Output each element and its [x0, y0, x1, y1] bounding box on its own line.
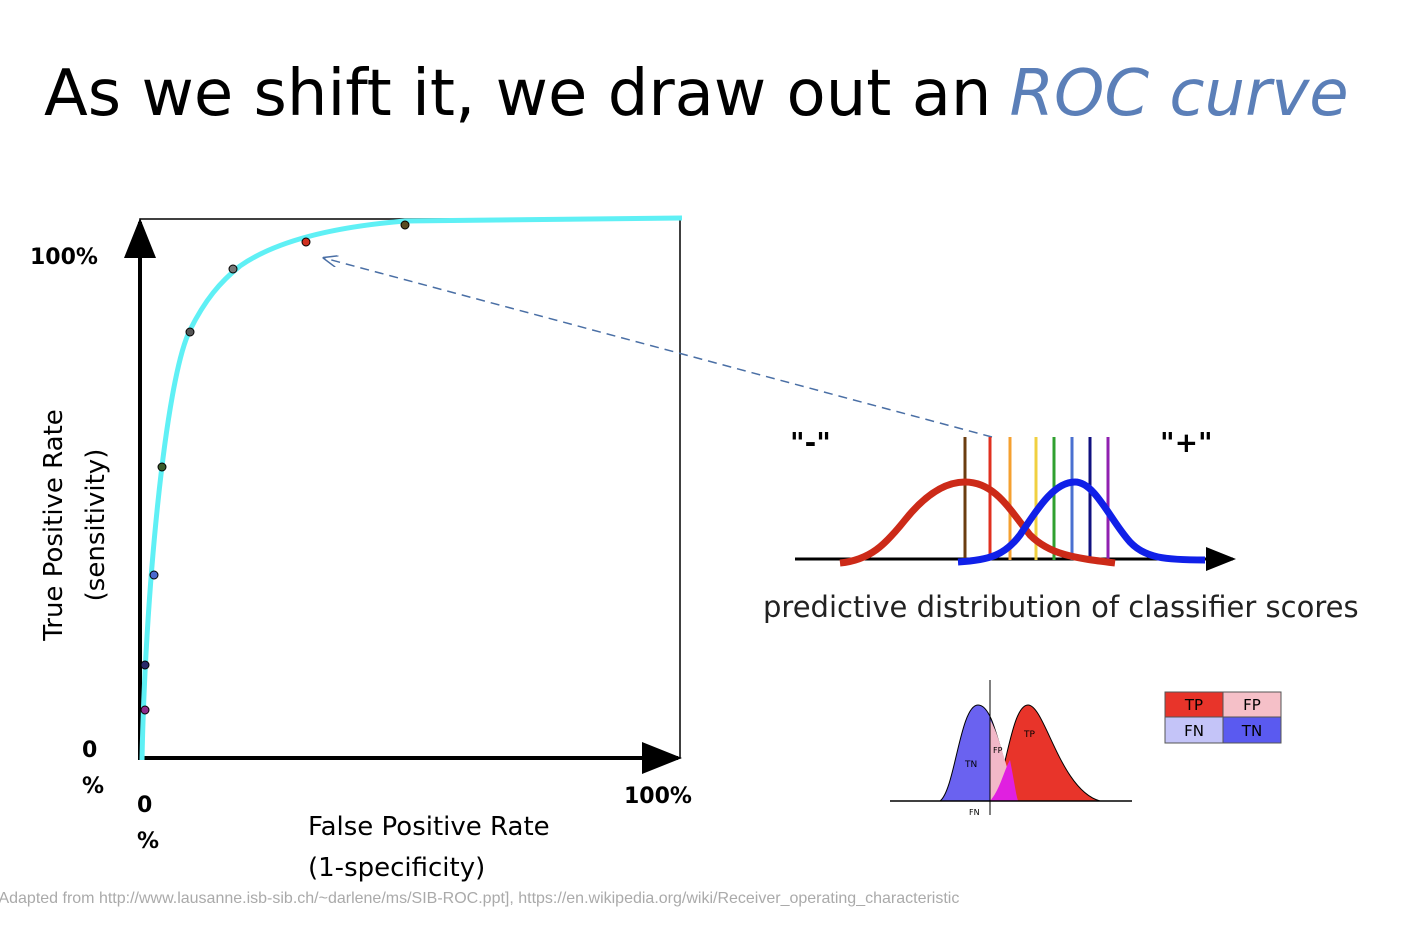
roc-point	[140, 705, 150, 715]
table-cell	[1222, 716, 1282, 744]
thresholds	[963, 437, 1110, 560]
negative-curve	[839, 478, 1116, 567]
roc-points	[140, 220, 410, 715]
x-left-label: %	[137, 829, 159, 854]
table-text: FN	[1184, 722, 1204, 740]
y-bottom-label: %	[82, 774, 104, 799]
x-axis-label: False Positive Rate	[308, 812, 550, 842]
tp-label: TP	[1023, 730, 1035, 740]
fp-label: FP	[993, 746, 1003, 755]
pointer-arrow	[324, 258, 993, 438]
citation: [Adapted from http://www.lausanne.isb-si…	[0, 890, 959, 907]
score-distribution: "-" "+" predictive distribution of class…	[763, 426, 1359, 624]
roc-point	[157, 462, 167, 472]
slide-title: As we shift it, we draw out an ROC curve	[44, 57, 1349, 131]
overlap-area	[990, 760, 1018, 801]
roc-point	[228, 264, 238, 274]
confusion-table: TP FP FN TN	[1164, 691, 1282, 744]
roc-plot: 100% 0 % 0 % 100% True Positive Rate (se…	[30, 215, 692, 883]
roc-point	[301, 237, 311, 247]
table-text: TP	[1184, 696, 1203, 714]
roc-point	[149, 570, 159, 580]
fn-label: FN	[969, 808, 980, 817]
y-top-label: 100%	[30, 245, 98, 270]
roc-point	[140, 660, 150, 670]
x-right-label: 100%	[624, 784, 692, 809]
overlap-diagram: TN FP TP FN	[890, 680, 1132, 817]
roc-point	[185, 327, 195, 337]
table-cell	[1222, 691, 1282, 718]
roc-curve	[139, 215, 683, 761]
roc-point	[400, 220, 410, 230]
y-bottom-label: 0	[82, 738, 97, 763]
negative-label: "-"	[790, 426, 831, 459]
x-axis-label: (1-specificity)	[308, 853, 485, 883]
positive-curve	[957, 478, 1206, 566]
x-left-label: 0	[137, 793, 152, 818]
table-cell	[1164, 716, 1224, 744]
table-text: TN	[1241, 722, 1262, 740]
title-text: As we shift it, we draw out an	[44, 57, 991, 131]
title-highlight: ROC curve	[1009, 57, 1348, 131]
table-text: FP	[1243, 696, 1261, 714]
positive-label: "+"	[1160, 426, 1213, 459]
plot-frame	[139, 218, 681, 759]
y-axis-label: True Positive Rate	[39, 409, 69, 642]
y-axis-label: (sensitivity)	[81, 449, 111, 602]
tn-label: TN	[964, 760, 977, 770]
distribution-caption: predictive distribution of classifier sc…	[763, 590, 1359, 624]
